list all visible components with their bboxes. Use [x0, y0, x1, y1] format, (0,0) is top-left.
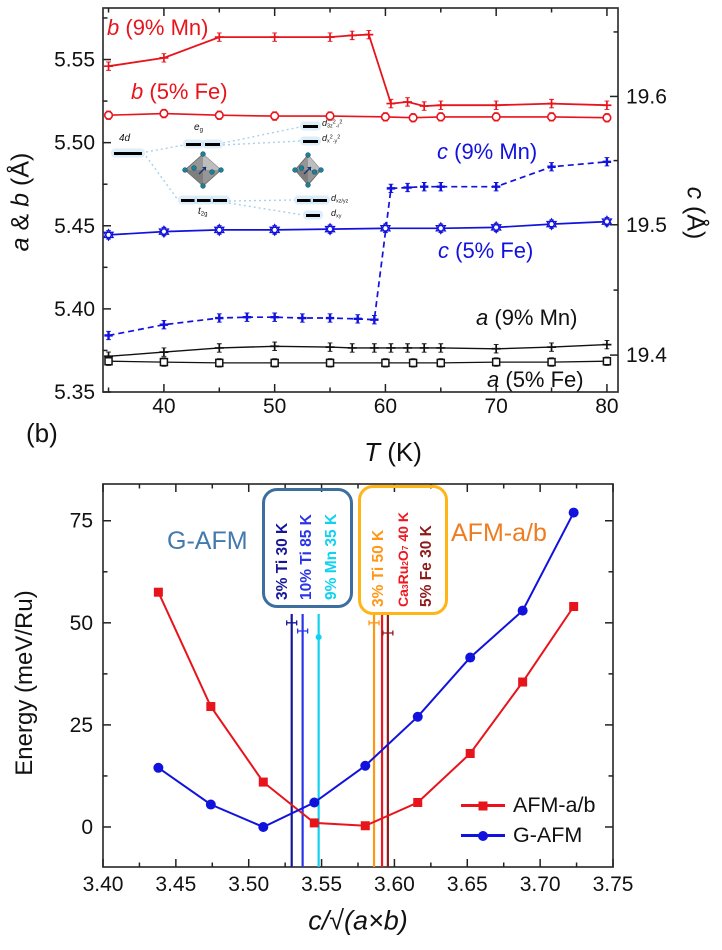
- afm-ab-annotation-box: 3% Ti 50 K Ca3Ru2O7 40 K 5% Fe 30 K: [358, 485, 448, 615]
- legend-label: AFM-a/b: [513, 793, 596, 817]
- series-c-9mn: [104, 157, 612, 341]
- inset-dx2y2-label: dx2-y2: [322, 133, 341, 145]
- svg-text:25: 25: [70, 714, 93, 737]
- svg-text:50: 50: [263, 395, 286, 418]
- series-b-9mn: [104, 29, 612, 111]
- annotation-3pct-ti-50k: 3% Ti 50 K: [370, 529, 388, 607]
- svg-text:5.35: 5.35: [54, 381, 95, 404]
- svg-text:5.40: 5.40: [54, 298, 95, 321]
- svg-text:3.50: 3.50: [228, 873, 269, 896]
- panel-a-chart: 40 50 60 70 80 5.35 5.40 5.45 5.50 5.55 19.4 19.5 19…: [54, 7, 667, 418]
- svg-text:19.5: 19.5: [626, 214, 667, 237]
- legend-line-red: [461, 801, 505, 810]
- svg-text:5.50: 5.50: [54, 132, 95, 155]
- series-label-c-9mn: c (9% Mn): [437, 139, 538, 164]
- svg-text:19.6: 19.6: [626, 85, 667, 108]
- inset-eg-label: eg: [194, 122, 203, 134]
- vline-5-fe-30-k: [382, 614, 394, 867]
- series-afm-ab: [153, 587, 579, 831]
- annotation-5pct-fe-30k: 5% Fe 30 K: [417, 525, 435, 607]
- orbital-inset: [111, 121, 330, 220]
- svg-text:3.70: 3.70: [520, 873, 561, 896]
- svg-text:3.60: 3.60: [374, 873, 415, 896]
- annotation-3pct-ti-30k: 3% Ti 30 K: [274, 522, 292, 600]
- afm-ab-group-title: AFM-a/b: [451, 519, 547, 547]
- svg-text:3.75: 3.75: [593, 873, 634, 896]
- annotation-10pct-ti-85k: 10% Ti 85 K: [298, 514, 316, 600]
- svg-text:0: 0: [81, 816, 93, 839]
- series-c-5fe: [102, 215, 613, 242]
- panel-a-x-axis-label: T (K): [364, 437, 422, 467]
- inset-dxzyz-label: dxz/yz: [331, 193, 349, 205]
- g-afm-annotation-box: 3% Ti 30 K 10% Ti 85 K 9% Mn 35 K: [262, 488, 353, 608]
- legend-circle-marker: [478, 830, 488, 841]
- vline-3-ti-50-k: [368, 614, 380, 867]
- legend: AFM-a/b G-AFM: [461, 793, 595, 848]
- svg-text:19.4: 19.4: [626, 344, 667, 367]
- svg-text:5.55: 5.55: [54, 49, 95, 72]
- vline-3-ti-30-k: [286, 614, 298, 867]
- svg-text:60: 60: [374, 395, 397, 418]
- inset-d3z2r2-label: d3z2-r2: [322, 118, 343, 130]
- svg-text:50: 50: [70, 612, 93, 635]
- inset-4d-label: 4d: [119, 133, 131, 144]
- svg-text:75: 75: [70, 510, 93, 533]
- legend-item-afm-ab: AFM-a/b: [461, 793, 595, 818]
- svg-text:40: 40: [152, 395, 175, 418]
- legend-line-blue: [461, 830, 505, 841]
- vline-10-ti-85-k: [296, 614, 309, 867]
- panel-a-right-axis-label: c (Å): [681, 186, 710, 240]
- panel-b-y-axis-label: Energy (meV/Ru): [11, 590, 38, 776]
- panel-b-x-axis-label: c/√(a×b): [308, 905, 408, 936]
- panel-a-y-axis-label: a & b (Å): [6, 152, 35, 252]
- series-label-a-9mn: a (9% Mn): [476, 305, 578, 330]
- panel-b-chart: 3.40 3.45 3.50 3.55 3.60 3.65 3.70 3.75 0 25 50 75: [70, 483, 634, 896]
- panel-b-tag: (b): [26, 418, 58, 448]
- svg-text:70: 70: [484, 395, 507, 418]
- inset-dxy-label: dxy: [331, 208, 342, 220]
- svg-text:80: 80: [595, 395, 618, 418]
- svg-text:5.45: 5.45: [54, 215, 95, 238]
- svg-text:3.45: 3.45: [155, 873, 196, 896]
- legend-square-marker: [478, 801, 488, 810]
- svg-text:3.40: 3.40: [83, 873, 124, 896]
- svg-text:3.65: 3.65: [447, 873, 488, 896]
- series-label-b-5fe: b (5% Fe): [131, 79, 228, 104]
- legend-item-g-afm: G-AFM: [461, 823, 595, 848]
- series-a-9mn: [104, 339, 612, 361]
- vline-9-mn-35-k: [315, 614, 322, 867]
- annotation-9pct-mn-35k: 9% Mn 35 K: [322, 513, 340, 600]
- legend-label: G-AFM: [513, 823, 583, 847]
- series-label-a-5fe: a (5% Fe): [487, 367, 584, 392]
- svg-text:3.55: 3.55: [301, 873, 342, 896]
- inset-t2g-label: t2g: [198, 206, 208, 218]
- g-afm-group-title: G-AFM: [167, 527, 248, 555]
- series-a-5fe: [104, 356, 612, 368]
- series-label-c-5fe: c (5% Fe): [438, 238, 534, 263]
- series-label-b-9mn: b (9% Mn): [107, 15, 209, 40]
- annotation-ca3ru2o7-40k: Ca3Ru2O7 40 K: [394, 512, 411, 607]
- series-b-5fe: [103, 108, 612, 123]
- series-g-afm: [153, 507, 579, 832]
